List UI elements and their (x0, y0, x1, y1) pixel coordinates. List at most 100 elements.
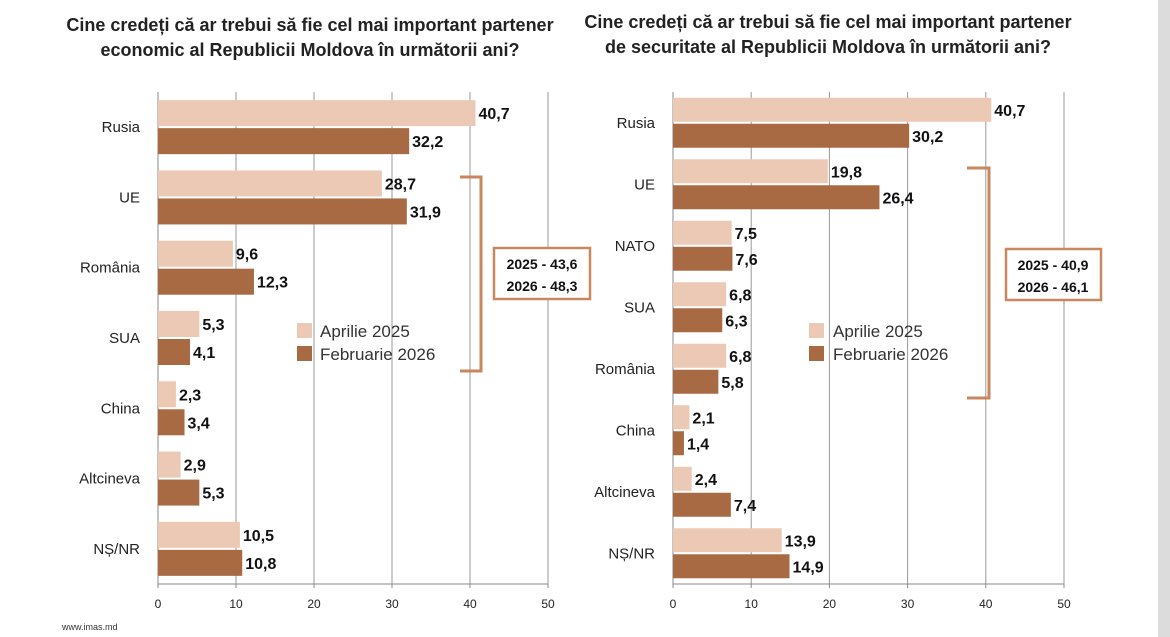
data-label: 7,6 (735, 252, 757, 269)
data-label: 6,8 (729, 349, 751, 366)
annotation-line-2: 2026 - 46,1 (1018, 279, 1089, 295)
x-tick-label: 20 (823, 597, 837, 611)
data-label: 6,3 (725, 313, 747, 330)
category-label: SUA (624, 299, 655, 316)
data-label: 5,8 (721, 375, 743, 392)
annotation-box: 2025 - 43,6 2026 - 48,3 (492, 246, 592, 301)
bar (158, 339, 190, 365)
chart-title-line-2: economic al Republicii Moldova în următo… (100, 40, 519, 60)
category-label: Altcineva (594, 484, 656, 501)
plot-area: 0 10 20 30 40 50 Rusia 40,7 30,2 UE 19,8 26,4 NATO 7,… (594, 92, 1071, 611)
chart-title-line-2: de securitate al Republicii Moldova în u… (605, 37, 1051, 57)
bar (673, 220, 732, 245)
data-label: 26,4 (882, 190, 913, 207)
legend-label-series-a: Aprilie 2025 (320, 322, 410, 341)
group-bracket (967, 166, 991, 400)
legend-swatch-series-b (809, 346, 824, 361)
chart-title-line-1: Cine credeți că ar trebui să fie cel mai… (584, 12, 1071, 32)
bar (158, 198, 407, 225)
bar (158, 311, 200, 337)
bar (673, 343, 727, 368)
category-label: China (616, 422, 656, 439)
bar (158, 170, 382, 197)
x-tick-label: 10 (229, 597, 243, 611)
data-label: 2,4 (695, 472, 717, 489)
bar (158, 100, 476, 127)
bar (673, 185, 880, 210)
source-label: www.imas.md (61, 622, 118, 632)
bar (673, 405, 690, 430)
data-label: 14,9 (793, 559, 824, 576)
data-label: 19,8 (831, 164, 862, 181)
x-tick-label: 50 (1057, 597, 1071, 611)
page-right-border (1158, 0, 1170, 637)
x-tick-label: 30 (901, 597, 915, 611)
bar (158, 451, 181, 478)
category-label: UE (634, 176, 655, 193)
legend: Aprilie 2025 Februarie 2026 (809, 322, 948, 364)
bar (673, 123, 910, 148)
annotation-line-1: 2025 - 43,6 (507, 256, 578, 272)
category-label: NATO (615, 238, 655, 255)
legend-swatch-series-b (297, 346, 312, 361)
data-label: 2,1 (692, 410, 714, 427)
category-label: Rusia (617, 115, 656, 132)
x-tick-label: 20 (307, 597, 321, 611)
category-label: Altcineva (79, 471, 141, 488)
bar (158, 409, 185, 436)
annotation-line-1: 2025 - 40,9 (1018, 257, 1089, 273)
data-label: 2,9 (184, 458, 206, 475)
data-label: 40,7 (478, 106, 509, 123)
chart-title-line-1: Cine credeți că ar trebui să fie cel mai… (66, 15, 553, 35)
legend-label-series-a: Aprilie 2025 (833, 322, 923, 341)
data-label: 3,4 (188, 415, 210, 432)
data-label: 30,2 (912, 129, 943, 146)
plot-area: 0 10 20 30 40 50 Rusia 40,7 32,2 UE 28,7 31,9 Români… (79, 92, 555, 611)
category-label: China (101, 400, 141, 417)
legend-swatch-series-a (809, 323, 824, 338)
bar (158, 479, 200, 506)
data-label: 12,3 (257, 275, 288, 292)
bar (158, 381, 176, 408)
data-label: 5,3 (202, 486, 224, 503)
bar (673, 369, 719, 394)
data-label: 7,5 (735, 226, 757, 243)
x-tick-label: 0 (155, 597, 162, 611)
data-label: 1,4 (687, 436, 709, 453)
security-partner-chart: Cine credeți că ar trebui să fie cel mai… (584, 12, 1103, 611)
bar (673, 492, 731, 517)
x-tick-label: 30 (385, 597, 399, 611)
category-label: NȘ/NR (93, 541, 140, 558)
data-label: 10,8 (245, 556, 276, 573)
x-tick-label: 10 (745, 597, 759, 611)
category-label: România (80, 260, 141, 277)
annotation-box: 2025 - 40,9 2026 - 46,1 (1004, 247, 1103, 302)
legend-label-series-b: Februarie 2026 (320, 345, 435, 364)
data-label: 28,7 (385, 176, 416, 193)
x-tick-label: 40 (463, 597, 477, 611)
data-label: 32,2 (412, 134, 443, 151)
bar (158, 268, 254, 295)
data-label: 4,1 (193, 345, 215, 362)
legend-swatch-series-a (297, 323, 312, 338)
x-tick-label: 50 (541, 597, 555, 611)
data-label: 13,9 (785, 533, 816, 550)
x-tick-label: 0 (670, 597, 677, 611)
category-label: Rusia (102, 119, 141, 136)
data-label: 9,6 (236, 247, 258, 264)
bar (158, 521, 240, 548)
data-label: 2,3 (179, 387, 201, 404)
legend-label-series-b: Februarie 2026 (833, 345, 948, 364)
bar (673, 466, 692, 491)
category-label: România (595, 361, 656, 378)
bar (673, 308, 723, 333)
bar (673, 97, 992, 122)
annotation-line-2: 2026 - 48,3 (507, 278, 578, 294)
bar (673, 282, 727, 307)
category-label: SUA (109, 330, 140, 347)
bar (673, 528, 782, 553)
data-label: 10,5 (243, 528, 274, 545)
x-tick-label: 40 (979, 597, 993, 611)
economic-partner-chart: Cine credeți că ar trebui să fie cel mai… (61, 15, 592, 632)
